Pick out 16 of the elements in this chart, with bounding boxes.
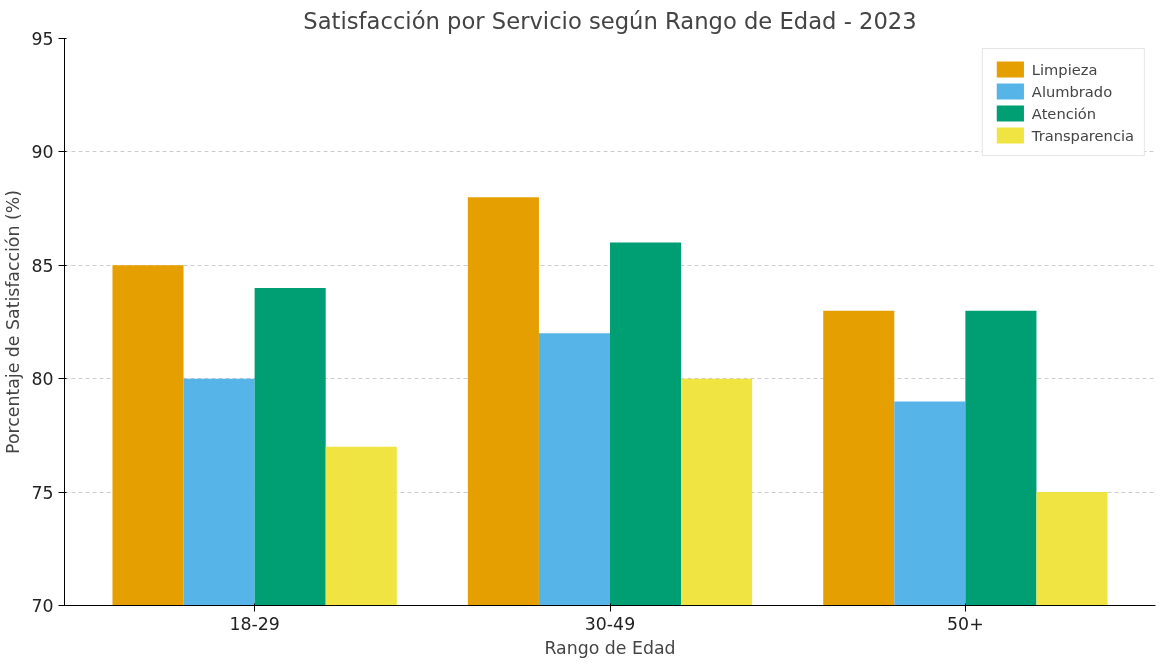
- x-axis-title: Rango de Edad: [544, 637, 676, 658]
- x-tick-label: 18-29: [229, 613, 280, 634]
- y-tick-label: 80: [31, 369, 54, 390]
- legend-label: Alumbrado: [1031, 82, 1113, 100]
- y-axis-title: Porcentaje de Satisfacción (%): [3, 190, 24, 454]
- y-tick-label: 95: [31, 29, 54, 49]
- chart-title: Satisfacción por Servicio según Rango de Edad - 2023: [303, 7, 917, 34]
- y-tick-label: 90: [31, 142, 54, 163]
- legend-label: Atención: [1031, 104, 1097, 122]
- legend-label: Limpieza: [1031, 60, 1098, 78]
- y-tick-label: 70: [31, 596, 54, 616]
- x-tick-label: 50+: [947, 613, 984, 634]
- y-tick-label: 85: [31, 255, 54, 276]
- x-tick-label: 30-49: [584, 613, 636, 634]
- legend-label: Transparencia: [1031, 126, 1134, 144]
- y-tick-label: 75: [31, 482, 54, 503]
